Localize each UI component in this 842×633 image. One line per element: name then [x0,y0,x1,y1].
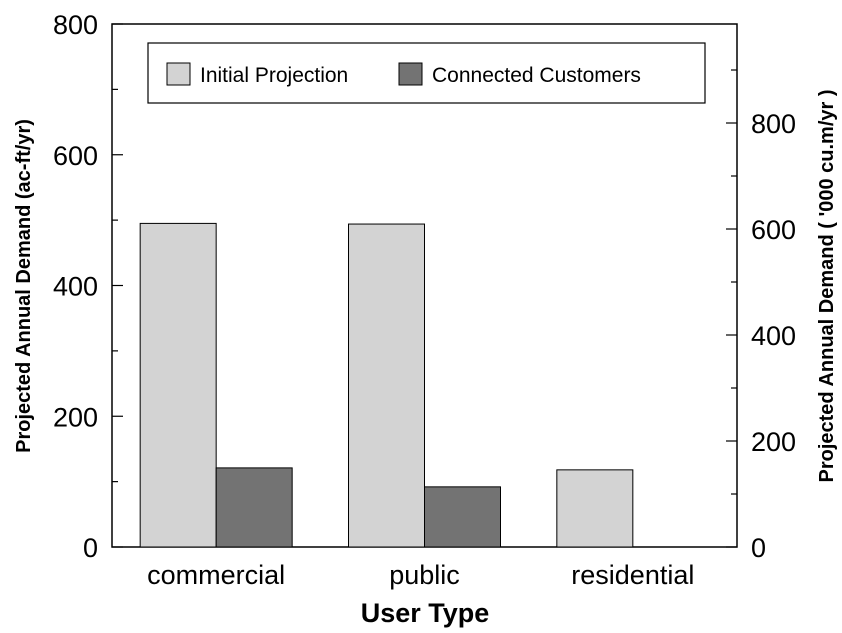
bar-commercial-connected-customers [215,467,293,548]
legend-swatch-initial-projection [166,62,191,86]
bar-public-initial-projection [348,223,425,548]
right-tick-label: 600 [751,215,796,245]
category-label-public: public [389,560,460,590]
legend-label-connected-customers: Connected Customers [432,64,641,87]
right-tick-label: 200 [751,427,796,457]
category-axis: commercial public residential [147,560,694,590]
x-axis-title: User Type [361,598,490,628]
y-axis-title: Projected Annual Demand (ac-ft/yr) [13,119,35,453]
y2-axis-title: Projected Annual Demand ( '000 cu.m/yr ) [816,89,838,482]
right-tick-label: 0 [751,533,766,563]
right-tick-label: 800 [751,109,796,139]
bars [139,222,634,548]
left-tick-label: 400 [53,272,98,302]
legend-swatch-connected-customers [398,62,423,86]
left-tick-label: 0 [83,533,98,563]
bar-commercial-initial-projection [139,222,217,548]
left-tick-label: 200 [53,402,98,432]
right-axis: 0 200 400 600 800 [726,69,796,563]
category-label-commercial: commercial [147,560,285,590]
legend: Initial Projection Connected Customers [147,42,706,104]
left-axis: 0 200 400 600 800 [53,10,123,563]
bar-public-connected-customers [424,486,501,548]
left-tick-label: 600 [53,141,98,171]
left-tick-label: 800 [53,10,98,40]
category-label-residential: residential [571,560,694,590]
bar-residential-initial-projection [556,469,634,548]
legend-box [147,42,706,104]
right-tick-label: 400 [751,321,796,351]
legend-label-initial-projection: Initial Projection [200,64,348,87]
